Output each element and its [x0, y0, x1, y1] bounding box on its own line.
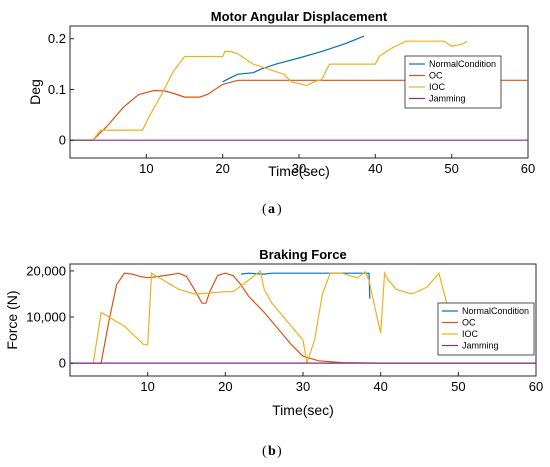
legend-entry-normalcondition: NormalCondition	[429, 59, 496, 69]
panel-caption: ( a )	[262, 202, 282, 217]
tick-layer: 10 20 30 40 50 60 0 10,000 20,000	[26, 263, 543, 394]
caption-label: b	[268, 444, 276, 459]
x-axis-label: Time(sec)	[272, 402, 334, 418]
x-tick-label: 60	[529, 379, 543, 394]
caption-label: a	[268, 202, 275, 217]
x-tick-label: 10	[139, 161, 153, 176]
legend-entry-jamming: Jamming	[429, 94, 466, 104]
x-tick-label: 50	[444, 161, 458, 176]
caption-open-paren: (	[262, 202, 267, 217]
legend-entry-ioc: IOC	[429, 82, 446, 92]
series-layer	[70, 269, 536, 364]
legend-box	[404, 55, 502, 109]
chart-title: Braking Force	[259, 247, 346, 262]
x-tick-label: 30	[292, 161, 306, 176]
x-tick-label: 20	[215, 161, 229, 176]
series-line-ioc	[92, 269, 459, 364]
panel-caption: ( b )	[262, 444, 282, 459]
y-tick-label: 0.2	[48, 31, 66, 46]
series-line-ioc	[70, 40, 468, 141]
y-tick-label: 10,000	[26, 310, 66, 325]
series-line-normalcondition	[240, 272, 371, 299]
series-line-oc	[70, 79, 528, 141]
series-line-normalcondition	[222, 35, 365, 83]
caption-close-paren: )	[277, 202, 282, 217]
series-line-oc	[70, 272, 536, 364]
y-axis-label: Deg	[27, 79, 43, 105]
legend-entry-oc: OC	[462, 318, 476, 328]
legend-entry-oc: OC	[429, 71, 443, 81]
legend-box	[437, 302, 535, 356]
x-tick-label: 50	[451, 379, 465, 394]
y-tick-label: 0	[59, 133, 66, 148]
series-layer	[70, 35, 528, 141]
chart-motor-angular-displacement: Motor Angular Displacement 10 20 30 40 50 60 0…	[27, 9, 535, 217]
y-axis-label: Force (N)	[4, 290, 20, 349]
legend-entry-normalcondition: NormalCondition	[462, 306, 529, 316]
caption-close-paren: )	[277, 444, 282, 459]
legend-entry-jamming: Jamming	[462, 341, 499, 351]
y-tick-label: 0.1	[48, 82, 66, 97]
caption-open-paren: (	[262, 444, 267, 459]
x-tick-label: 30	[296, 379, 310, 394]
x-tick-label: 60	[521, 161, 535, 176]
x-tick-label: 10	[140, 379, 154, 394]
y-tick-label: 0	[59, 356, 66, 371]
tick-layer: 10 20 30 40 50 60 0 0.1 0.2	[48, 31, 535, 176]
x-tick-label: 40	[368, 161, 382, 176]
x-tick-label: 20	[218, 379, 232, 394]
chart-braking-force: Braking Force 10 20 30 40 50 60010,00020,000 …	[4, 247, 543, 459]
x-tick-label: 40	[373, 379, 387, 394]
chart-title: Motor Angular Displacement	[211, 9, 388, 24]
legend-entry-ioc: IOC	[462, 329, 479, 339]
x-axis-label: Time(sec)	[268, 163, 330, 179]
y-tick-label: 20,000	[26, 263, 66, 278]
